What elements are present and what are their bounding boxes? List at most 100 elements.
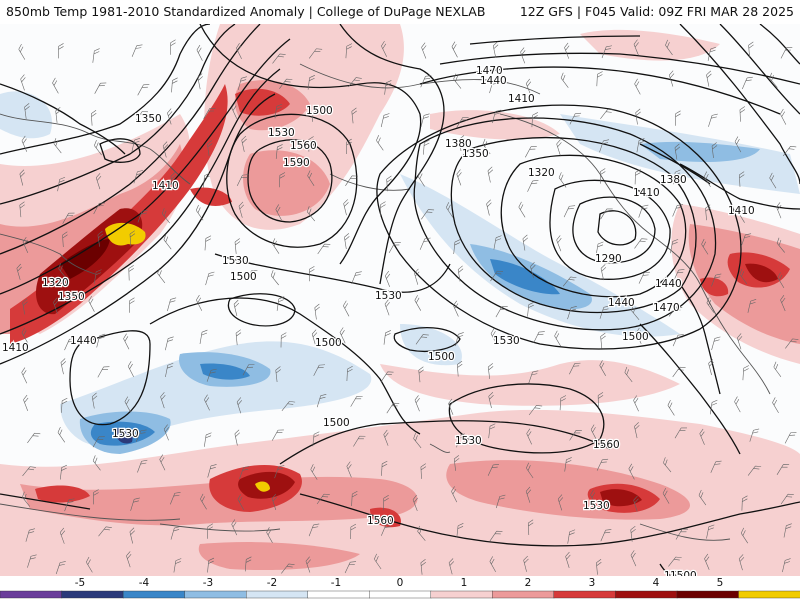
wind-barb [769, 72, 778, 88]
wind-barb [599, 305, 610, 319]
wind-barb [457, 265, 464, 282]
colorbar-neg5 [0, 590, 63, 599]
contour-label: 1440 [655, 278, 682, 290]
wind-barb [173, 558, 182, 573]
wind-barb [305, 556, 311, 573]
contour-label: 1530 [455, 435, 482, 447]
wind-barb [493, 235, 502, 250]
wind-barb [522, 234, 529, 251]
wind-barb [527, 180, 539, 192]
wind-barb [782, 558, 791, 573]
wind-barb [711, 336, 721, 351]
wind-barb [486, 199, 492, 216]
wind-barb [163, 424, 170, 441]
wind-barb [525, 146, 537, 158]
anomaly-neg3-region [490, 259, 560, 295]
wind-barb [417, 170, 425, 187]
wind-barb [386, 175, 392, 192]
wind-barb [451, 486, 458, 503]
wind-barb [704, 553, 710, 570]
wind-barb [711, 273, 722, 287]
wind-barb [569, 112, 582, 125]
model-run-info: 12Z GFS | F045 Valid: 09Z FRI MAR 28 202… [519, 4, 794, 19]
wind-barb [446, 202, 454, 218]
height-contour-line [500, 154, 687, 298]
wind-barb [776, 237, 785, 253]
wind-barb [423, 139, 430, 155]
height-contour-line [0, 93, 276, 365]
wind-barb [451, 41, 458, 58]
wind-barb [569, 429, 582, 441]
wind-barb [275, 366, 281, 383]
contour-label: 1470 [653, 302, 680, 314]
height-contour-line [0, 24, 211, 155]
wind-barb [414, 295, 422, 311]
wind-barb [204, 394, 210, 411]
coastline [159, 523, 281, 532]
wind-barb [557, 494, 564, 511]
anomaly-neg3-region [200, 363, 250, 380]
wind-barb [376, 135, 384, 151]
wind-barb [64, 498, 75, 512]
wind-barb [698, 489, 707, 506]
wind-barb [236, 43, 242, 60]
height-contour-line [413, 117, 717, 331]
contour-label: 1530 [664, 570, 691, 576]
wind-barb [126, 551, 132, 568]
colorbar-tick-label: 3 [589, 577, 596, 589]
wind-barb [236, 397, 243, 414]
wind-barb [58, 263, 67, 279]
anomaly-pos2-region [243, 150, 330, 216]
wind-barb [310, 464, 318, 480]
wind-barb [412, 494, 418, 512]
wind-barb [734, 136, 742, 153]
colorbar-tick-label: 4 [653, 577, 660, 589]
height-contour-line [226, 113, 358, 248]
wind-barb [52, 77, 59, 94]
wind-barb [459, 135, 465, 152]
wind-barb [662, 487, 670, 504]
wind-barb [135, 429, 147, 442]
anomaly-pos3-region [370, 507, 401, 528]
wind-barb [159, 454, 166, 471]
height-contour-line [639, 323, 741, 455]
wind-barb [281, 563, 295, 574]
wind-barb [488, 392, 494, 409]
wind-barb [601, 45, 613, 59]
wind-barb [710, 399, 718, 415]
wind-barb [25, 528, 36, 542]
wind-barb [129, 297, 135, 313]
wind-barb [234, 429, 240, 446]
wind-barb [448, 558, 455, 575]
wind-barb [703, 171, 711, 188]
wind-barb [167, 108, 173, 125]
height-contour-line [549, 179, 671, 280]
height-contour-line [639, 143, 711, 185]
wind-barb [170, 39, 176, 55]
wind-barb [674, 143, 681, 160]
wind-barb [350, 523, 357, 540]
wind-barb [420, 113, 430, 128]
wind-barb [317, 243, 331, 255]
contour-label: 1530 [112, 428, 139, 440]
wind-barb [22, 298, 28, 315]
wind-barb [237, 76, 247, 90]
wind-barb [204, 432, 212, 447]
wind-barb [628, 463, 635, 480]
wind-barb [272, 238, 280, 254]
colorbar-pos2 [492, 590, 555, 599]
wind-barb [456, 117, 469, 128]
contour-label: 1500 [670, 570, 697, 576]
wind-barb [634, 78, 641, 95]
wind-barb [380, 371, 394, 382]
wind-barb [776, 202, 782, 219]
coastline [639, 523, 731, 541]
wind-barb [530, 262, 536, 279]
wind-barb [420, 463, 427, 479]
wind-barb [630, 525, 636, 542]
wind-barb [706, 297, 715, 313]
colorbar-zero-high [369, 590, 432, 599]
wind-barb [203, 108, 216, 119]
wind-barb [311, 329, 318, 346]
wind-barb [564, 42, 570, 59]
